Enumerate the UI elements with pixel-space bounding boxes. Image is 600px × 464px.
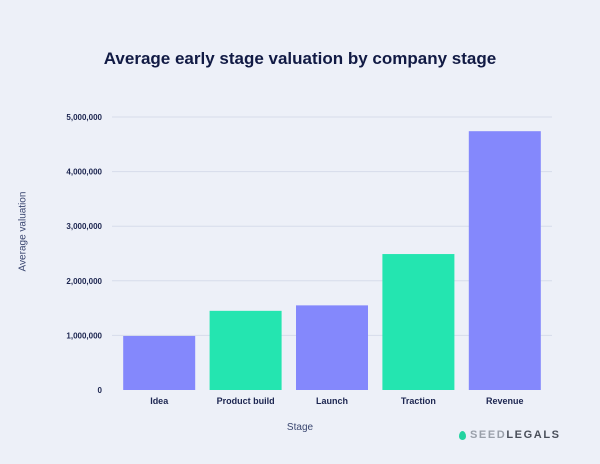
chart-title: Average early stage valuation by company…: [103, 49, 497, 68]
y-tick-label: 3,000,000: [66, 222, 102, 231]
x-tick-label: Traction: [401, 396, 436, 406]
y-tick-label: 5,000,000: [66, 113, 102, 122]
x-tick-label: Idea: [150, 396, 169, 406]
seedlegals-logo: SEED LEGALS: [459, 429, 561, 441]
bar-revenue: [468, 131, 541, 391]
x-tick-label: Product build: [217, 396, 275, 406]
x-tick-label: Launch: [316, 396, 348, 406]
bar-idea: [123, 335, 196, 390]
logo-text-seed: SEED: [470, 429, 507, 441]
bar-traction: [382, 254, 455, 390]
logo-text-legals: LEGALS: [506, 429, 561, 441]
x-tick-label: Revenue: [486, 396, 524, 406]
drop-icon: [459, 430, 466, 440]
y-tick-label: 1,000,000: [66, 331, 102, 340]
x-axis-label: Stage: [286, 422, 314, 433]
y-tick-label: 4,000,000: [66, 168, 102, 177]
bar-launch: [296, 305, 368, 390]
bar-product-build: [209, 310, 282, 390]
y-tick-label: 2,000,000: [66, 277, 102, 286]
y-tick-label: 0: [98, 386, 103, 395]
